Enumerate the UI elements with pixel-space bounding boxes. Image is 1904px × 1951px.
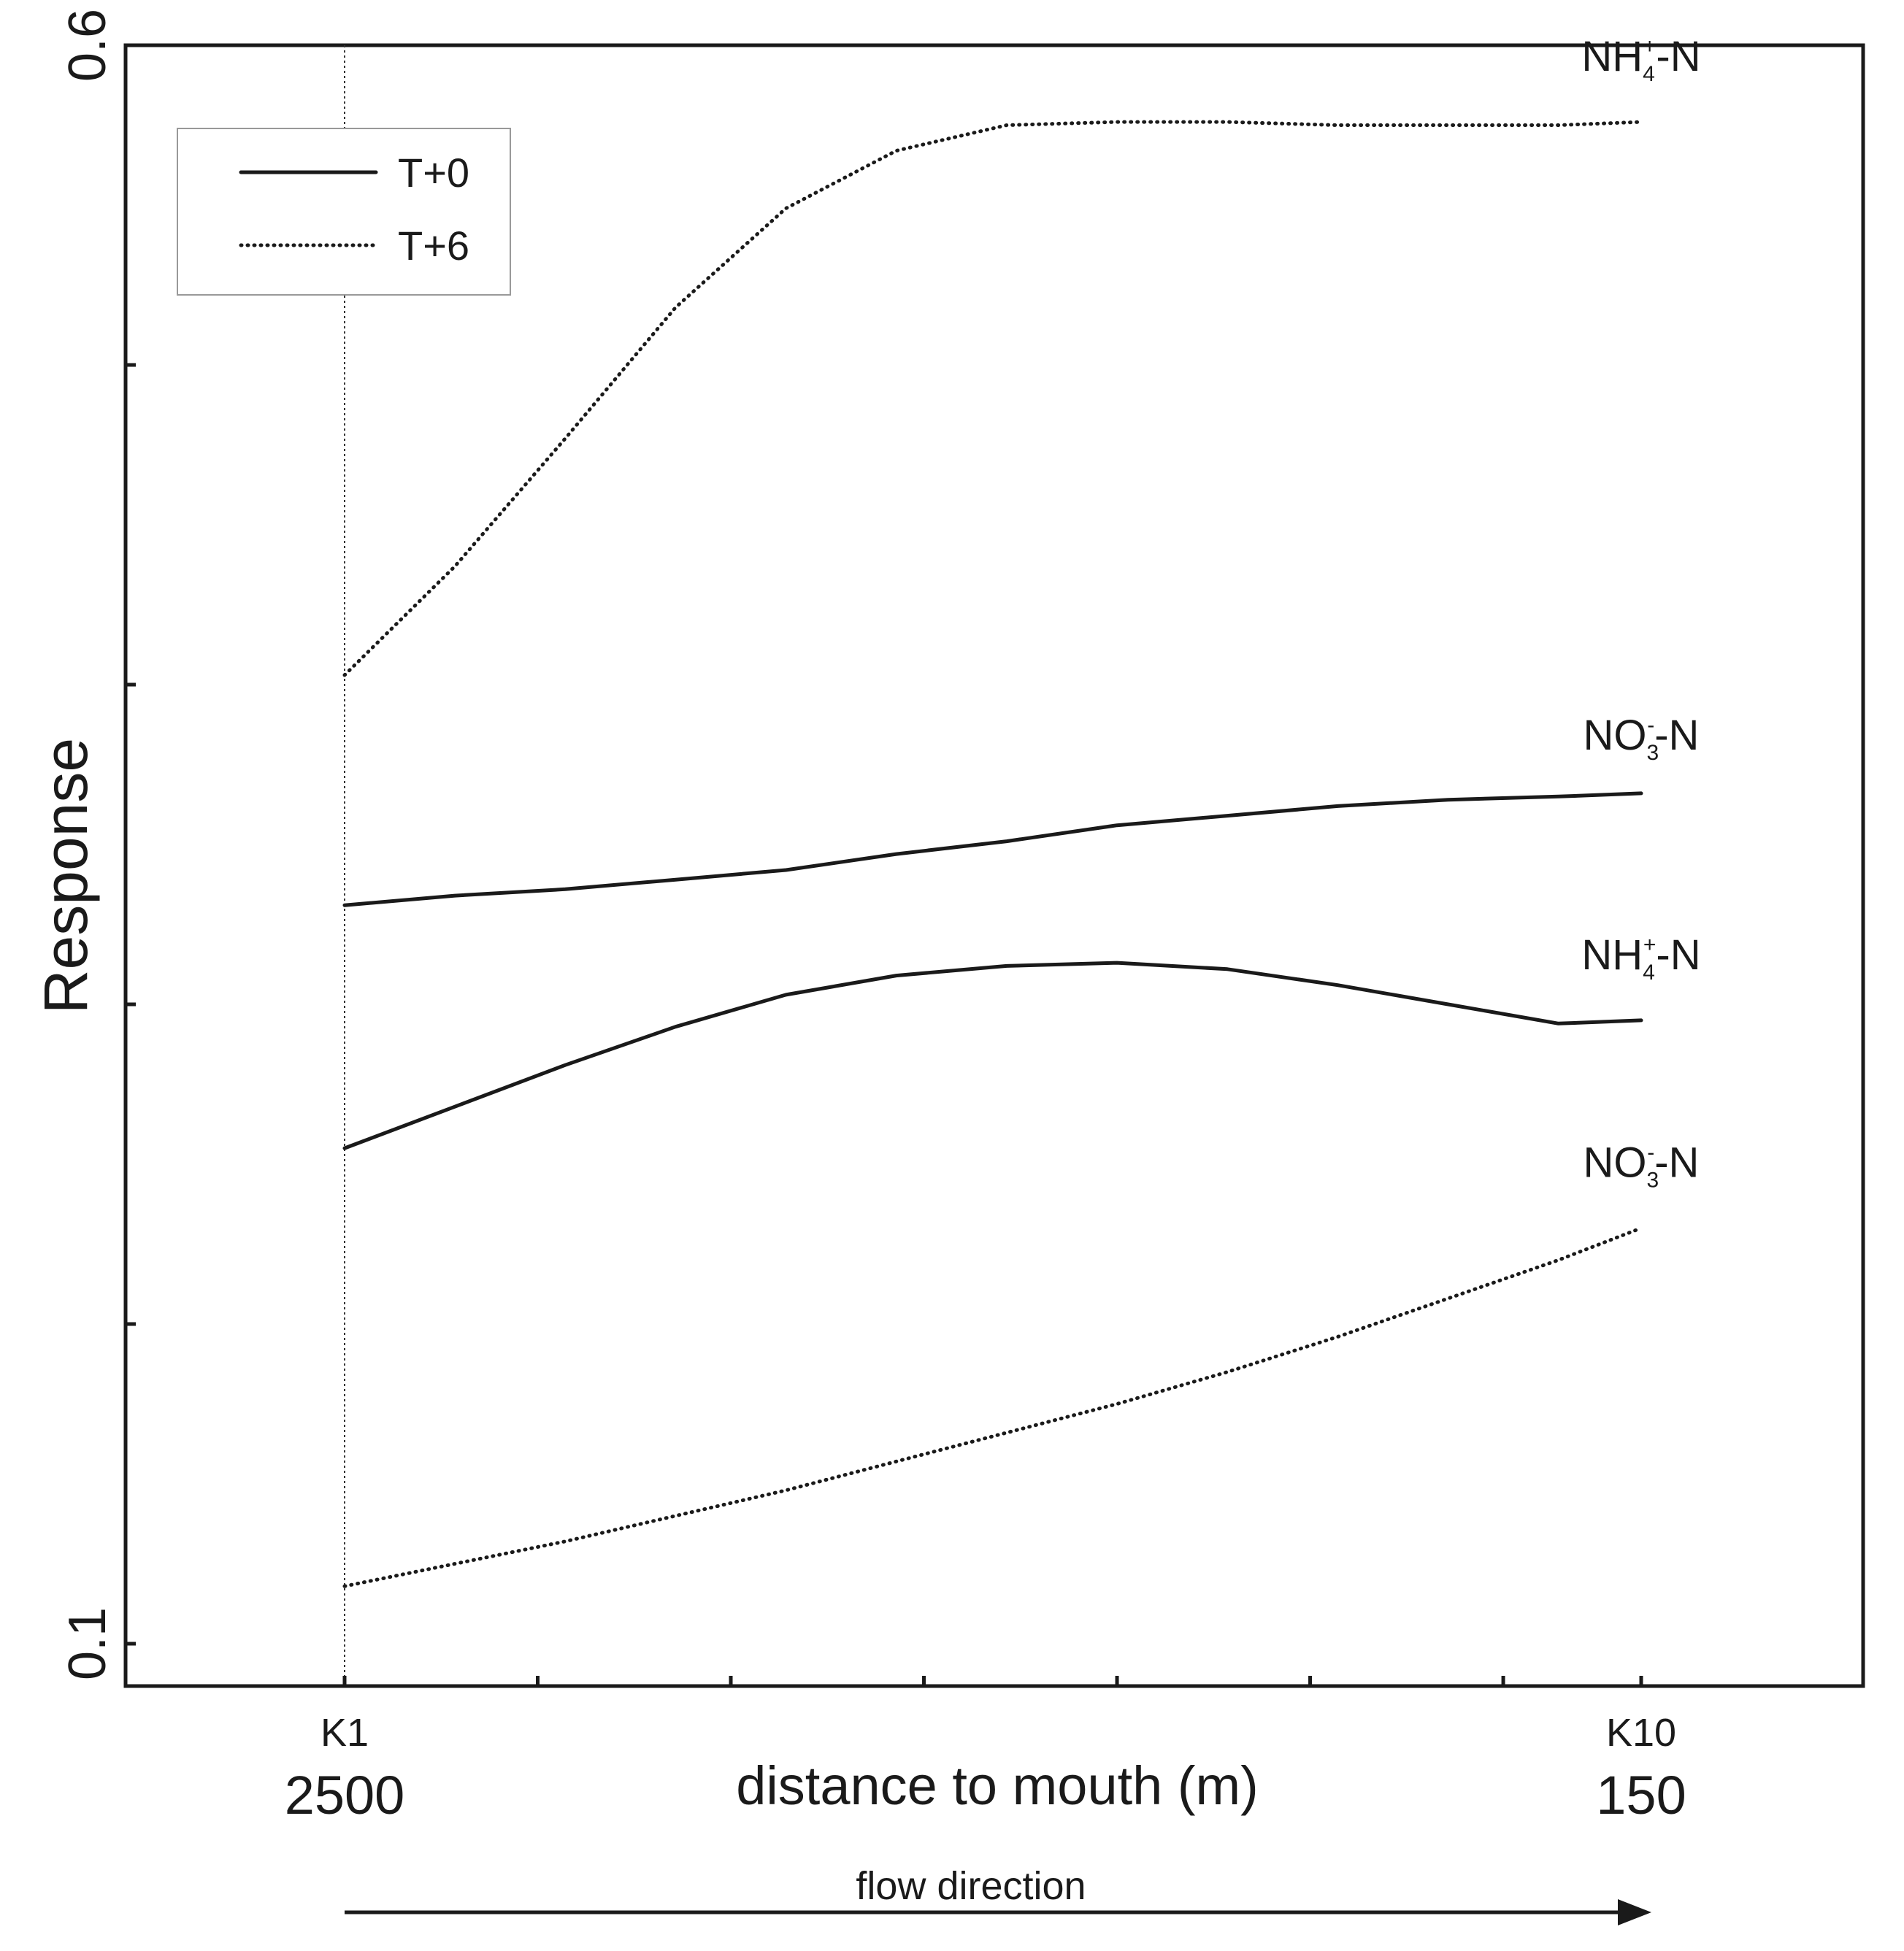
series-end-label: NH4+-N: [1581, 931, 1700, 985]
x-station-label: K1: [320, 1711, 369, 1755]
plot-frame: [123, 43, 1865, 1688]
x-axis-title: distance to mouth (m): [736, 1755, 1259, 1816]
flow-direction-label: flow direction: [856, 1864, 1086, 1908]
series-labels: NH4+-N NO3--N NH4+-N NO3--N: [1581, 33, 1700, 1192]
flow-arrow-head: [1618, 1899, 1651, 1925]
series-end-label: NO3--N: [1584, 1139, 1700, 1193]
series-lines: [342, 120, 1643, 1588]
legend-label: T+0: [398, 150, 469, 196]
series-line: [342, 791, 1643, 907]
plot-border: [123, 43, 1865, 1688]
y-tick-label: 0.1: [58, 1607, 117, 1680]
x-tick-label: 2500: [285, 1765, 405, 1825]
series-end-label: NH4+-N: [1581, 33, 1700, 86]
axis-ticks: [123, 43, 1865, 1686]
tick-labels: 0.1 0.6 K1 2500 K10 150: [58, 9, 1686, 1825]
legend-box: [177, 128, 511, 296]
legend-label: T+6: [398, 223, 469, 269]
x-tick-label: 150: [1596, 1765, 1686, 1825]
flow-direction-arrow: [345, 1899, 1651, 1925]
series-end-label: NO3--N: [1584, 712, 1700, 765]
series-line: [342, 1226, 1643, 1588]
series-line: [342, 120, 1643, 677]
x-station-label: K10: [1606, 1711, 1676, 1755]
y-tick-label: 0.6: [58, 9, 117, 82]
legend: T+0 T+6: [177, 128, 511, 296]
y-axis-title: Response: [31, 738, 100, 1014]
series-line: [342, 961, 1643, 1150]
